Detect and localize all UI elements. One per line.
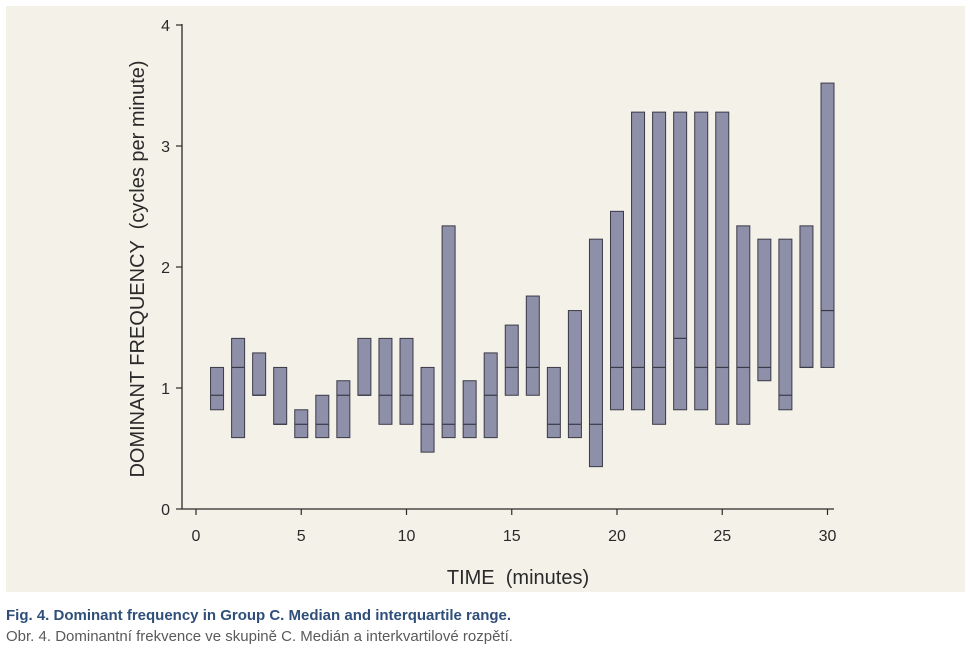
iqr-box	[525, 295, 540, 396]
iqr-box-minute-1	[210, 366, 225, 411]
boxes-layer	[210, 82, 835, 468]
iqr-box-minute-3	[252, 352, 267, 396]
iqr-box	[694, 111, 709, 411]
x-axis-title: TIME (minutes)	[447, 567, 589, 589]
x-tick-label: 5	[297, 528, 306, 545]
iqr-box	[610, 210, 624, 411]
iqr-box	[799, 225, 814, 368]
iqr-box-minute-17	[546, 366, 561, 439]
iqr-box	[294, 409, 309, 439]
iqr-box-minute-19	[588, 238, 603, 468]
iqr-box-minute-28	[778, 238, 793, 411]
y-tick-label: 2	[161, 260, 170, 277]
x-tick-label: 15	[503, 528, 521, 545]
iqr-box	[567, 310, 582, 439]
iqr-box-minute-14	[483, 352, 498, 439]
y-tick-label: 4	[161, 18, 170, 35]
iqr-box	[357, 337, 372, 396]
iqr-box	[588, 238, 603, 468]
iqr-box-minute-24	[694, 111, 709, 411]
iqr-box-minute-6	[315, 394, 330, 439]
iqr-box-minute-9	[378, 337, 393, 425]
iqr-box	[504, 324, 519, 396]
iqr-box	[652, 111, 667, 425]
iqr-box	[315, 394, 330, 439]
iqr-box-minute-5	[294, 409, 309, 439]
iqr-box	[210, 366, 225, 411]
x-tick-label: 10	[398, 528, 416, 545]
iqr-box-minute-27	[757, 238, 772, 382]
iqr-box	[273, 366, 288, 425]
iqr-box	[336, 380, 351, 439]
iqr-box	[715, 111, 730, 425]
iqr-box-minute-15	[504, 324, 519, 396]
iqr-box-minute-11	[420, 366, 435, 453]
iqr-box-minute-7	[336, 380, 351, 439]
iqr-box-minute-23	[673, 111, 688, 411]
iqr-box	[252, 352, 267, 396]
y-tick-label: 3	[161, 139, 170, 156]
iqr-box-minute-2	[231, 337, 246, 439]
iqr-box	[757, 238, 772, 382]
iqr-box-minute-22	[652, 111, 667, 425]
iqr-box	[399, 337, 414, 425]
x-tick-label: 20	[608, 528, 626, 545]
figure-caption-english: Fig. 4. Dominant frequency in Group C. M…	[6, 607, 512, 624]
iqr-box	[378, 337, 393, 425]
iqr-box-minute-8	[357, 337, 372, 396]
tick-labels: 0 1 2 3 4 0 5 10 15 20 25 30	[161, 18, 836, 545]
iqr-box-minute-30	[820, 82, 835, 368]
iqr-box	[462, 380, 477, 439]
iqr-box-minute-18	[567, 310, 582, 439]
y-axis-title: DOMINANT FREQUENCY (cycles per minute)	[127, 60, 149, 477]
iqr-box	[631, 111, 646, 411]
iqr-box	[441, 225, 456, 439]
iqr-box-minute-4	[273, 366, 288, 425]
axes	[176, 24, 834, 515]
iqr-box	[546, 366, 561, 439]
iqr-box-minute-10	[399, 337, 414, 425]
iqr-box-minute-12	[441, 225, 456, 439]
iqr-box	[420, 366, 435, 453]
y-tick-label: 0	[161, 502, 170, 519]
iqr-box-minute-29	[799, 225, 814, 369]
iqr-box-minute-13	[462, 380, 477, 439]
iqr-box-minute-20	[610, 210, 624, 411]
figure-caption-czech: Obr. 4. Dominantní frekvence ve skupině …	[6, 628, 513, 645]
iqr-box-minute-16	[525, 295, 540, 396]
iqr-box	[673, 111, 688, 411]
iqr-box-minute-21	[631, 111, 646, 411]
x-tick-label: 30	[819, 528, 837, 545]
x-tick-label: 25	[713, 528, 731, 545]
iqr-box	[231, 337, 246, 439]
iqr-box-minute-26	[736, 225, 751, 425]
figure-panel: 0 1 2 3 4 0 5 10 15 20 25 30 TIME (minutes) DOMINAN…	[6, 6, 965, 592]
iqr-box-minute-25	[715, 111, 730, 425]
x-tick-label: 0	[192, 528, 201, 545]
iqr-box	[778, 238, 793, 411]
iqr-box	[736, 225, 751, 425]
iqr-box	[820, 82, 835, 368]
chart: 0 1 2 3 4 0 5 10 15 20 25 30 TIME (minutes) DOMINAN…	[127, 18, 837, 589]
y-tick-label: 1	[161, 381, 170, 398]
